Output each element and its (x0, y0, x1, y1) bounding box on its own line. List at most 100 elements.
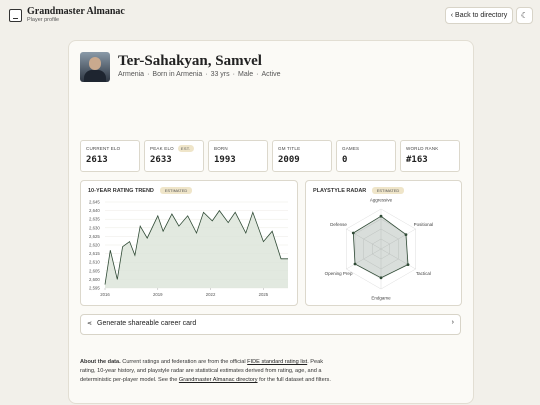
player-photo (80, 52, 110, 82)
x-tick-label: 2019 (153, 292, 163, 297)
separator: · (232, 71, 235, 78)
y-tick-label: 2,640 (89, 208, 100, 213)
stat-box: CURRENT ELO 2613 (80, 140, 140, 172)
y-tick-label: 2,615 (89, 251, 100, 256)
stat-label: CURRENT ELO (86, 146, 120, 151)
detail: Male (237, 71, 254, 78)
stat-label-text: WORLD RANK (406, 146, 439, 151)
detail: Active (261, 71, 281, 78)
logo-glyph (13, 13, 18, 19)
radar-area (352, 215, 409, 279)
stat-value: 2633 (150, 155, 172, 165)
y-tick-label: 2,645 (89, 200, 100, 205)
y-tick-label: 2,610 (89, 260, 100, 265)
stat-box: WORLD RANK #163 (400, 140, 460, 172)
radar-label: Defense (330, 222, 347, 227)
share-icon: ⋖ (87, 321, 93, 327)
back-button[interactable]: ‹ Back to directory (445, 7, 513, 24)
radar-point (379, 214, 383, 218)
about-heading: About the data. (80, 359, 121, 365)
detail: Born in Armenia (152, 71, 203, 78)
radar-panel: PLAYSTYLE RADAR ESTIMATED Aggressive Positi… (305, 180, 462, 306)
radar-label: Endgame (371, 296, 391, 301)
radar-spoke (380, 248, 416, 270)
about-part: for the full dataset and filters. (257, 377, 331, 383)
y-tick-label: 2,635 (89, 217, 100, 222)
rating-panel: 10-YEAR RATING TREND ESTIMATED 2,595 2,600 2… (80, 180, 298, 306)
radar-point (353, 262, 357, 266)
y-tick-label: 2,620 (89, 243, 100, 248)
stat-badge: EST. (177, 145, 194, 152)
radar-label: Opening Prep (325, 271, 353, 276)
stat-value: #163 (406, 155, 428, 165)
radar-label: Positional (414, 222, 434, 227)
stat-label: PEAK ELO EST. (150, 145, 194, 152)
radar-spoke (380, 228, 416, 250)
radar-label: Tactical (416, 271, 431, 276)
badge-bg (372, 187, 404, 194)
about-link[interactable]: FIDE standard rating list (247, 359, 308, 365)
player-name: Ter-Sahakyan, Samvel (118, 53, 262, 69)
y-tick-label: 2,605 (89, 268, 100, 273)
app-title: Grandmaster Almanac (27, 6, 125, 17)
stat-label: GM TITLE (278, 146, 300, 151)
about-part: . Peak rating, 10-year history, and play… (80, 359, 324, 383)
line (104, 209, 288, 285)
stat-label-text: PEAK ELO (150, 146, 174, 151)
area (105, 210, 288, 288)
logo (9, 9, 22, 22)
y-tick-label: 2,600 (89, 277, 100, 282)
about-text: About the data. Current ratings and fede… (80, 358, 340, 385)
x-tick-label: 2022 (206, 292, 216, 297)
about-link[interactable]: Grandmaster Almanac directory (178, 377, 258, 383)
detail: 33 yrs (210, 71, 230, 78)
stat-label: WORLD RANK (406, 146, 439, 151)
stat-label-text: GAMES (342, 146, 360, 151)
stat-box: PEAK ELO EST. 2633 (144, 140, 204, 172)
detail: Armenia (118, 71, 145, 78)
stat-box: GAMES 0 (336, 140, 396, 172)
radar-point (406, 263, 410, 266)
photo-body (84, 70, 106, 82)
stat-box: BORN 1993 (208, 140, 268, 172)
y-tick-label: 2,630 (89, 225, 100, 230)
x-tick-label: 2016 (100, 292, 110, 297)
stat-label-text: GM TITLE (278, 146, 301, 151)
stat-value: 1993 (214, 155, 236, 165)
y-tick-label: 2,595 (89, 286, 100, 291)
chart-badge: ESTIMATED (165, 188, 188, 193)
radar-point (404, 233, 408, 236)
separator: · (205, 71, 208, 78)
stat-label: GAMES (342, 146, 359, 151)
rating-chart: 10-YEAR RATING TREND ESTIMATED 2,595 2,600 2… (88, 187, 288, 297)
y-tick-label: 2,625 (89, 234, 100, 239)
player-details: Armenia · Born in Armenia · 33 yrs · Male · Acti… (118, 71, 281, 78)
separator: · (147, 71, 150, 78)
radar-spoke (346, 248, 382, 270)
about-part: Current ratings and federation are from … (122, 359, 248, 365)
stat-value: 0 (342, 155, 348, 165)
chart-title: PLAYSTYLE RADAR (313, 188, 366, 194)
theme-toggle[interactable]: ☾ (516, 7, 533, 24)
radar-chart: PLAYSTYLE RADAR ESTIMATED Aggressive Positi… (313, 187, 434, 301)
separator: · (256, 71, 259, 78)
x-tick-label: 2025 (259, 292, 269, 297)
stat-label-text: BORN (214, 146, 228, 151)
radar-point (351, 231, 355, 235)
stat-value: 2009 (278, 155, 300, 165)
chart-title: 10-YEAR RATING TREND (88, 188, 154, 194)
share-label: Generate shareable career card (97, 320, 197, 327)
app-subtitle: Player profile (27, 17, 60, 23)
badge-bg (160, 187, 192, 194)
stat-label: BORN (214, 146, 228, 151)
stat-label-text: CURRENT ELO (86, 146, 121, 151)
share-button[interactable]: ⋖ Generate shareable career card › (80, 314, 461, 335)
chart-badge: ESTIMATED (377, 188, 400, 193)
stat-box: GM TITLE 2009 (272, 140, 332, 172)
radar-point (379, 276, 383, 280)
chevron: › (451, 319, 454, 326)
radar-label: Aggressive (370, 198, 393, 203)
stat-value: 2613 (86, 155, 108, 165)
photo-face (89, 57, 101, 70)
